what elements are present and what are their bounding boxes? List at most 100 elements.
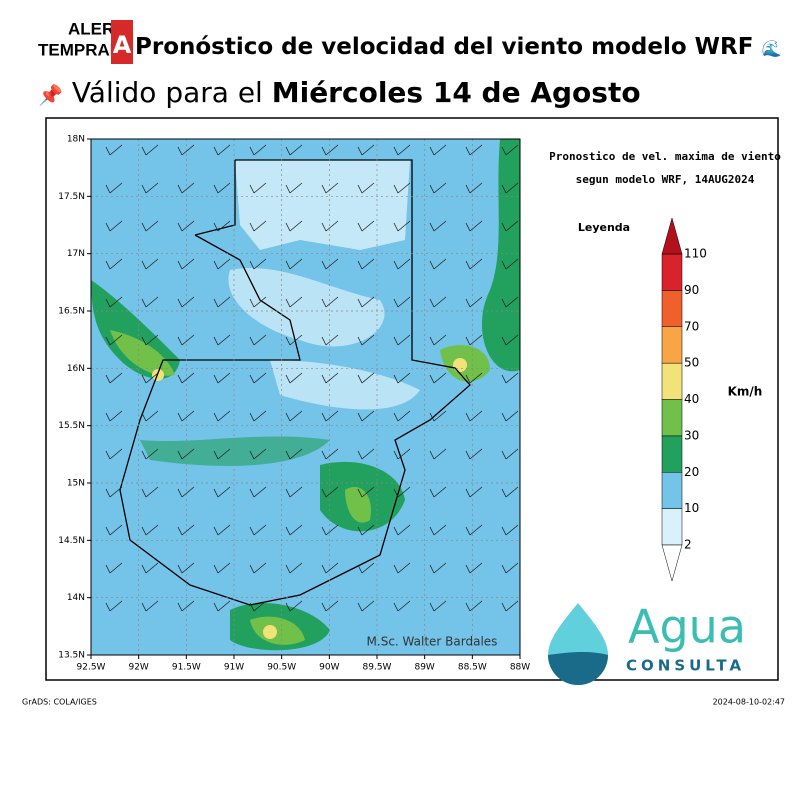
colorbar-label: 50 <box>684 356 699 370</box>
wind-barb <box>321 486 339 498</box>
wind-barb <box>141 258 159 270</box>
wind-barb <box>501 334 519 346</box>
wind-barb <box>393 524 411 536</box>
wind-barb <box>501 258 519 270</box>
wind-barb <box>213 562 231 574</box>
wind-barb <box>321 182 339 194</box>
wind-barb <box>105 372 123 384</box>
wind-barb <box>285 600 303 612</box>
wind-barb <box>213 600 231 612</box>
wind-barb <box>249 410 267 422</box>
wind-barb <box>357 144 375 156</box>
axes: 18N 17.5N 17N 16.5N 16N 15.5N 15N 14.5N 14N 13.5N… <box>58 135 530 673</box>
valid-prefix: Válido para el <box>71 76 263 109</box>
wind-barb <box>393 296 411 308</box>
wind-barb <box>393 486 411 498</box>
legend-unit: Km/h <box>728 385 763 399</box>
wind-barb <box>249 372 267 384</box>
calm-zone <box>228 267 385 347</box>
wind-barb <box>393 410 411 422</box>
wind-barb <box>465 448 483 460</box>
wind-barb <box>357 258 375 270</box>
wind-barb <box>429 258 447 270</box>
wind-barb <box>501 524 519 536</box>
wind-barb <box>393 144 411 156</box>
colorbar-label: 30 <box>684 428 699 442</box>
wind-barb <box>357 334 375 346</box>
wind-barb <box>177 600 195 612</box>
wind-barb <box>105 220 123 232</box>
wind-barb <box>105 448 123 460</box>
wind-barb <box>177 220 195 232</box>
wind-barb <box>105 600 123 612</box>
lat-label: 17.5N <box>58 192 85 202</box>
wind-barb <box>249 182 267 194</box>
wind-barb <box>285 448 303 460</box>
wind-barb <box>249 220 267 232</box>
wind-barb <box>501 144 519 156</box>
wind-zone <box>230 602 330 651</box>
wind-barb <box>285 258 303 270</box>
wind-barb <box>465 410 483 422</box>
wind-barb <box>105 562 123 574</box>
colorbar-label: 90 <box>684 283 699 297</box>
wind-barb <box>501 562 519 574</box>
footer-right: 2024-08-10-02:47 <box>713 698 785 707</box>
lon-label: 91.5W <box>172 663 201 673</box>
wind-barb <box>105 486 123 498</box>
wave-icon: 🌊 <box>761 39 782 58</box>
colorbar-segment <box>661 508 683 546</box>
wind-zone <box>440 345 490 382</box>
wind-barb <box>429 334 447 346</box>
wind-barb <box>141 372 159 384</box>
wind-barb <box>213 524 231 536</box>
wind-barb <box>321 410 339 422</box>
wind-barb <box>429 220 447 232</box>
wind-barb <box>357 562 375 574</box>
wind-barb <box>465 182 483 194</box>
wind-barb <box>105 524 123 536</box>
lat-label: 16.5N <box>58 307 85 317</box>
wind-barb <box>141 144 159 156</box>
wind-barb <box>465 296 483 308</box>
wind-barb <box>249 258 267 270</box>
lat-label: 18N <box>67 135 85 145</box>
wind-barb <box>393 258 411 270</box>
lon-label: 92.5W <box>77 663 106 673</box>
wind-barb <box>393 334 411 346</box>
wind-barb <box>177 524 195 536</box>
wind-barb <box>105 410 123 422</box>
colorbar-label: 10 <box>684 501 699 515</box>
wind-barb <box>285 334 303 346</box>
map-border <box>90 138 521 656</box>
wind-barb <box>321 144 339 156</box>
wind-barb <box>249 600 267 612</box>
wind-barb <box>465 144 483 156</box>
wind-barb <box>141 562 159 574</box>
wind-barb <box>501 410 519 422</box>
calm-zone <box>270 360 420 410</box>
valid-line: 📌 Válido para el Miércoles 14 de Agosto <box>38 76 641 109</box>
wind-barb <box>141 410 159 422</box>
brand-name: Agua <box>628 600 746 654</box>
wind-barb <box>213 220 231 232</box>
wind-barb <box>357 182 375 194</box>
wind-barbs <box>105 144 519 612</box>
lon-label: 89.5W <box>363 663 392 673</box>
wind-barb <box>105 144 123 156</box>
wind-barb <box>501 372 519 384</box>
colorbar-bottom <box>661 544 683 582</box>
wind-barb <box>249 334 267 346</box>
colorbar-segment <box>661 472 683 509</box>
wind-barb <box>285 562 303 574</box>
wind-zone <box>140 436 330 466</box>
wind-barb <box>429 486 447 498</box>
wind-barb <box>321 220 339 232</box>
colorbar-segment <box>661 435 683 473</box>
wind-zone <box>110 330 175 376</box>
wind-barb <box>213 372 231 384</box>
wind-barb <box>213 144 231 156</box>
wind-barb <box>357 296 375 308</box>
wind-barb <box>357 410 375 422</box>
